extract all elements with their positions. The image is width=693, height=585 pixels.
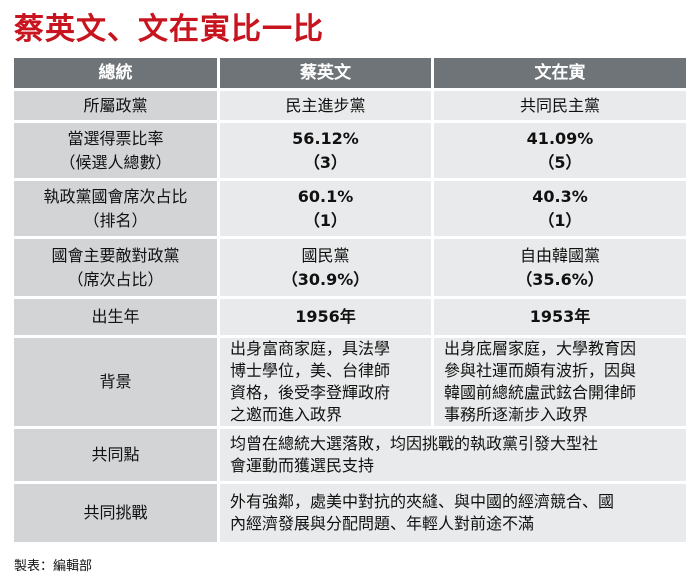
comparison-table: 總統 蔡英文 文在寅 所屬政黨 民主進步黨 共同民主黨 當選得票比率 （候選人總… — [14, 58, 686, 542]
tsai-background-line: 之邀而進入政界 — [230, 405, 343, 424]
page-title: 蔡英文、文在寅比一比 — [14, 12, 324, 47]
row-label-background: 背景 — [14, 338, 217, 426]
moon-vote-share-value: 41.09% — [526, 128, 594, 148]
moon-background-line: 出身底層家庭，大學教育因 — [444, 339, 637, 358]
moon-seat-rank: （1） — [538, 210, 582, 230]
moon-rival-party-name: 自由韓國黨 — [519, 245, 600, 265]
tsai-seat-share: 60.1% （1） — [220, 181, 431, 236]
common-points-text: 均曾在總統大選落敗，均因挑戰的執政黨引發大型社 會運動而獲選民支持 — [220, 429, 686, 481]
tsai-background: 出身富商家庭，具法學 博士學位，美、台律師 資格，後受李登輝政府 之邀而進入政界 — [220, 338, 431, 426]
row-label-seat-share-line1: 執政黨國會席次占比 — [43, 186, 188, 206]
moon-vote-share: 41.09% （5） — [434, 123, 686, 178]
row-label-rival-party: 國會主要敵對政黨 （席次占比） — [14, 239, 217, 296]
moon-rival-seat-share: （35.6%） — [516, 269, 604, 289]
tsai-background-line: 出身富商家庭，具法學 — [230, 339, 391, 358]
tsai-candidate-count: （3） — [303, 152, 348, 172]
tsai-vote-share: 56.12% （3） — [220, 123, 431, 178]
common-challenges-line: 內經濟發展與分配問題、年輕人對前途不滿 — [230, 514, 535, 533]
moon-background: 出身底層家庭，大學教育因 參與社運而頗有波折，因與 韓國前總統盧武鉉合開律師 事… — [434, 338, 686, 426]
moon-background-line: 參與社運而頗有波折，因與 — [444, 361, 637, 380]
common-points-line: 均曾在總統大選落敗，均因挑戰的執政黨引發大型社 — [230, 434, 599, 453]
moon-birth-year: 1953年 — [434, 299, 686, 335]
row-label-rival-party-line1: 國會主要敵對政黨 — [51, 245, 180, 265]
row-label-vote-share: 當選得票比率 （候選人總數） — [14, 123, 217, 178]
common-points-line: 會運動而獲選民支持 — [230, 456, 375, 475]
tsai-birth-year: 1956年 — [220, 299, 431, 335]
row-label-vote-share-line1: 當選得票比率 — [67, 128, 164, 148]
tsai-rival-seat-share: （30.9%） — [281, 269, 370, 289]
moon-party: 共同民主黨 — [434, 91, 686, 120]
tsai-vote-share-value: 56.12% — [292, 128, 359, 148]
tsai-background-line: 博士學位，美、台律師 — [230, 361, 391, 380]
header-moon-cell: 文在寅 — [434, 58, 686, 88]
moon-rival-party: 自由韓國黨 （35.6%） — [434, 239, 686, 296]
header-label-cell: 總統 — [14, 58, 217, 88]
row-label-common-challenges: 共同挑戰 — [14, 484, 217, 542]
tsai-rival-party: 國民黨 （30.9%） — [220, 239, 431, 296]
tsai-seat-share-value: 60.1% — [297, 186, 354, 206]
row-label-seat-share-line2: （排名） — [83, 210, 148, 230]
row-label-birth-year: 出生年 — [14, 299, 217, 335]
row-label-party: 所屬政黨 — [14, 91, 217, 120]
common-challenges-line: 外有強鄰，處美中對抗的夾縫、與中國的經濟競合、國 — [230, 492, 615, 511]
row-label-common-points: 共同點 — [14, 429, 217, 481]
tsai-party: 民主進步黨 — [220, 91, 431, 120]
moon-seat-share-value: 40.3% — [532, 186, 588, 206]
moon-background-line: 韓國前總統盧武鉉合開律師 — [444, 383, 637, 402]
tsai-background-line: 資格，後受李登輝政府 — [230, 383, 391, 402]
source-credit: 製表：編輯部 — [14, 559, 93, 574]
header-tsai-cell: 蔡英文 — [220, 58, 431, 88]
moon-background-line: 事務所逐漸步入政界 — [444, 405, 589, 424]
common-challenges-text: 外有強鄰，處美中對抗的夾縫、與中國的經濟競合、國 內經濟發展與分配問題、年輕人對… — [220, 484, 686, 542]
row-label-rival-party-line2: （席次占比） — [67, 269, 164, 289]
moon-seat-share: 40.3% （1） — [434, 181, 686, 236]
tsai-rival-party-name: 國民黨 — [301, 245, 350, 265]
moon-candidate-count: （5） — [538, 152, 582, 172]
row-label-seat-share: 執政黨國會席次占比 （排名） — [14, 181, 217, 236]
tsai-seat-rank: （1） — [303, 210, 348, 230]
row-label-vote-share-line2: （候選人總數） — [59, 152, 172, 172]
